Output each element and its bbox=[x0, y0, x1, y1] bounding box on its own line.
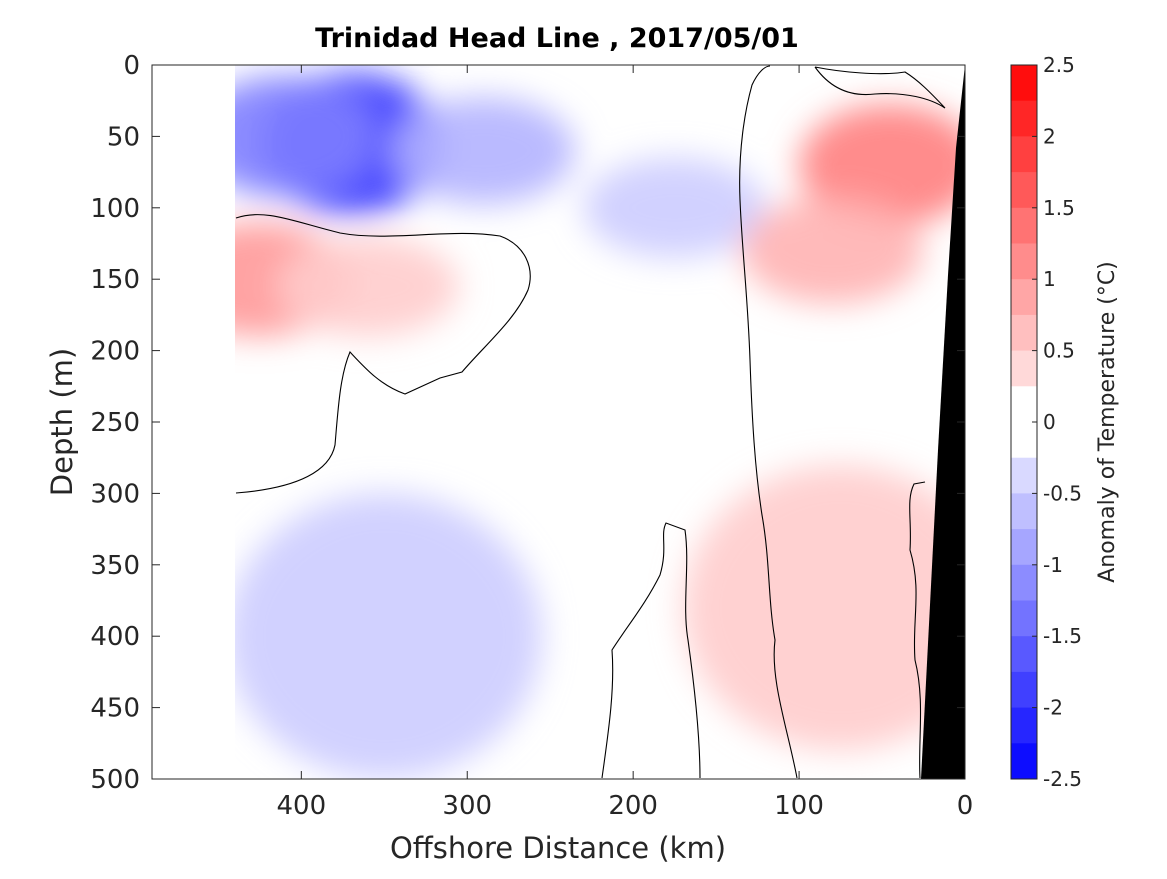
anomaly-blob bbox=[741, 197, 924, 305]
colorbar-band bbox=[1011, 457, 1037, 494]
zero-contour-nearshore bbox=[909, 481, 926, 779]
colorbar-tick-label: -2.5 bbox=[1043, 767, 1082, 791]
colorbar-band bbox=[1011, 279, 1037, 316]
colorbar-tick-label: -2 bbox=[1043, 696, 1063, 720]
colorbar-tick-label: -1 bbox=[1043, 553, 1063, 577]
y-tick-label: 50 bbox=[107, 122, 140, 152]
y-tick-label: 250 bbox=[90, 408, 140, 438]
y-tick-label: 500 bbox=[90, 765, 140, 795]
colorbar-band bbox=[1011, 207, 1037, 244]
colorbar-band bbox=[1011, 386, 1037, 423]
colorbar-tick-label: 2 bbox=[1043, 124, 1056, 148]
colorbar-tick-label: 0 bbox=[1043, 410, 1056, 434]
y-tick-label: 400 bbox=[90, 622, 140, 652]
zero-contour-mid bbox=[601, 522, 701, 779]
colorbar: 2.5 2 1.5 1 0.5 0 -0.5 -1 -1.5 -2 -2.5 bbox=[1010, 53, 1082, 791]
colorbar-tick-label: -0.5 bbox=[1043, 481, 1082, 505]
y-tick-label: 0 bbox=[123, 51, 140, 81]
colorbar-band bbox=[1011, 529, 1037, 566]
colorbar-band bbox=[1011, 600, 1037, 637]
colorbar-tick-label: 1 bbox=[1043, 267, 1056, 291]
anomaly-blob bbox=[799, 104, 965, 226]
anomaly-blob bbox=[583, 157, 766, 258]
colorbar-tick-label: 2.5 bbox=[1043, 53, 1075, 77]
x-tick-label: 200 bbox=[608, 791, 658, 821]
x-tick-label: 0 bbox=[957, 791, 974, 821]
colorbar-tick-label: 0.5 bbox=[1043, 339, 1075, 363]
colorbar-band bbox=[1011, 350, 1037, 387]
anomaly-blob bbox=[392, 97, 576, 205]
zero-contour-offshore bbox=[235, 214, 531, 494]
y-tick-label: 100 bbox=[90, 194, 140, 224]
colorbar-tick-label: 1.5 bbox=[1043, 196, 1075, 220]
y-axis-label: Depth (m) bbox=[45, 348, 79, 496]
shelf-bathymetry bbox=[921, 65, 965, 779]
colorbar-tick-label: -1.5 bbox=[1043, 624, 1082, 648]
y-tick-label: 450 bbox=[90, 694, 140, 724]
y-axis: 0 50 100 150 200 250 300 350 400 450 500 bbox=[90, 51, 965, 795]
colorbar-band bbox=[1011, 422, 1037, 459]
colorbar-band bbox=[1011, 65, 1037, 102]
anomaly-blob bbox=[193, 75, 376, 198]
colorbar-band bbox=[1011, 493, 1037, 530]
zero-contours bbox=[235, 65, 946, 779]
zero-contour-surface-loop bbox=[814, 66, 946, 109]
colorbar-label: Anomaly of Temperature (°C) bbox=[1095, 261, 1120, 583]
colorbar-band bbox=[1011, 707, 1037, 744]
colorbar-band bbox=[1011, 564, 1037, 601]
colorbar-band bbox=[1011, 743, 1037, 780]
anomaly-blob bbox=[276, 236, 460, 337]
y-tick-label: 150 bbox=[90, 265, 140, 295]
colorbar-band bbox=[1011, 671, 1037, 709]
x-tick-label: 300 bbox=[442, 791, 492, 821]
y-tick-label: 300 bbox=[90, 479, 140, 509]
chart-title: Trinidad Head Line , 2017/05/01 bbox=[315, 23, 799, 54]
zero-contour-shelf bbox=[739, 65, 798, 779]
colorbar-band bbox=[1011, 314, 1037, 352]
x-tick-label: 400 bbox=[277, 791, 327, 821]
anomaly-field bbox=[152, 65, 965, 779]
anomaly-blob bbox=[683, 464, 965, 751]
y-tick-label: 200 bbox=[90, 337, 140, 367]
y-tick-label: 350 bbox=[90, 551, 140, 581]
colorbar-band bbox=[1011, 100, 1037, 137]
x-axis: 400 300 200 100 0 bbox=[277, 65, 974, 821]
x-axis-label: Offshore Distance (km) bbox=[390, 831, 726, 865]
colorbar-band bbox=[1011, 636, 1037, 673]
no-data-region bbox=[152, 65, 235, 779]
x-tick-label: 100 bbox=[774, 791, 824, 821]
colorbar-band bbox=[1011, 243, 1037, 280]
colorbar-band bbox=[1011, 136, 1037, 173]
colorbar-band bbox=[1011, 172, 1037, 209]
anomaly-blob bbox=[226, 493, 542, 779]
